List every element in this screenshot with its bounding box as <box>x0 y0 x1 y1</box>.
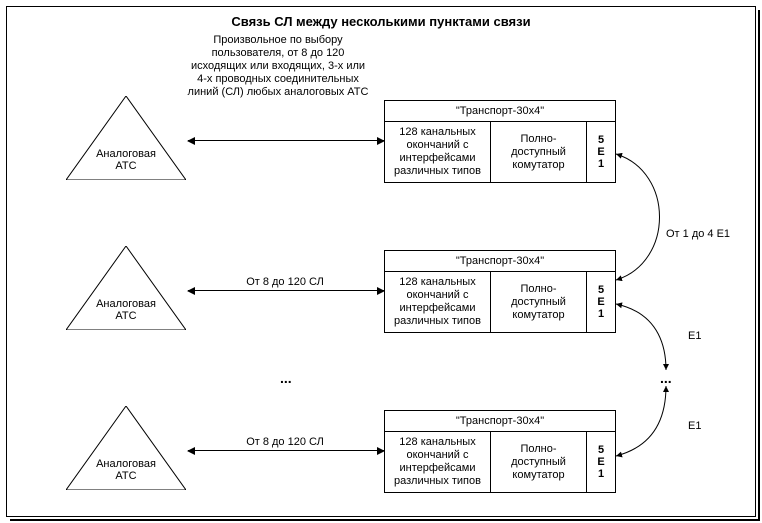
box-2-body: 128 канальных окончаний с интерфейсами р… <box>385 272 615 332</box>
box-3-cell-b: Полно-доступный комутатор <box>491 432 587 492</box>
box-2-title: "Транспорт-30х4" <box>385 251 615 272</box>
e1-1: 1 <box>598 468 604 480</box>
link-arrow-3 <box>188 450 384 451</box>
e1-1: 1 <box>598 158 604 170</box>
triangle-1-label: Аналоговая АТС <box>86 148 166 172</box>
top-description: Произвольное по выбору пользователя, от … <box>186 34 370 99</box>
connector-3-label: Е1 <box>688 420 701 432</box>
link-3-label: От 8 до 120 СЛ <box>220 436 350 448</box>
box-2-cell-a: 128 канальных окончаний с интерфейсами р… <box>385 272 491 332</box>
box-3-title: "Транспорт-30х4" <box>385 411 615 432</box>
transport-box-3: "Транспорт-30х4" 128 канальных окончаний… <box>384 410 616 493</box>
connector-2-dots <box>614 302 734 380</box>
box-3-body: 128 канальных окончаний с интерфейсами р… <box>385 432 615 492</box>
box-1-cell-a: 128 канальных окончаний с интерфейсами р… <box>385 122 491 182</box>
box-1-body: 128 канальных окончаний с интерфейсами р… <box>385 122 615 182</box>
box-2-cell-b: Полно-доступный комутатор <box>491 272 587 332</box>
box-1-title: "Транспорт-30х4" <box>385 101 615 122</box>
ellipsis-left: ... <box>280 370 292 386</box>
box-1-cell-c: 5 E 1 <box>587 122 615 182</box>
box-3-cell-a: 128 канальных окончаний с интерфейсами р… <box>385 432 491 492</box>
triangle-3-label: Аналоговая АТС <box>86 458 166 482</box>
connector-1-2-label: От 1 до 4 Е1 <box>666 228 730 240</box>
e1-count: 5 <box>598 284 604 296</box>
box-1-cell-b: Полно-доступный комутатор <box>491 122 587 182</box>
box-2-cell-c: 5 E 1 <box>587 272 615 332</box>
connector-2-label: Е1 <box>688 330 701 342</box>
transport-box-1: "Транспорт-30х4" 128 канальных окончаний… <box>384 100 616 183</box>
e1-e: E <box>597 296 604 308</box>
connector-dots-3 <box>614 384 734 462</box>
e1-1: 1 <box>598 308 604 320</box>
diagram-canvas: Связь СЛ между несколькими пунктами связ… <box>0 0 762 523</box>
link-arrow-2 <box>188 290 384 291</box>
link-2-label: От 8 до 120 СЛ <box>220 276 350 288</box>
e1-count: 5 <box>598 444 604 456</box>
e1-count: 5 <box>598 134 604 146</box>
e1-e: E <box>597 146 604 158</box>
connector-1-2 <box>614 152 734 292</box>
e1-e: E <box>597 456 604 468</box>
box-3-cell-c: 5 E 1 <box>587 432 615 492</box>
transport-box-2: "Транспорт-30х4" 128 канальных окончаний… <box>384 250 616 333</box>
link-arrow-1 <box>188 140 384 141</box>
diagram-title: Связь СЛ между несколькими пунктами связ… <box>0 14 762 29</box>
triangle-2-label: Аналоговая АТС <box>86 298 166 322</box>
